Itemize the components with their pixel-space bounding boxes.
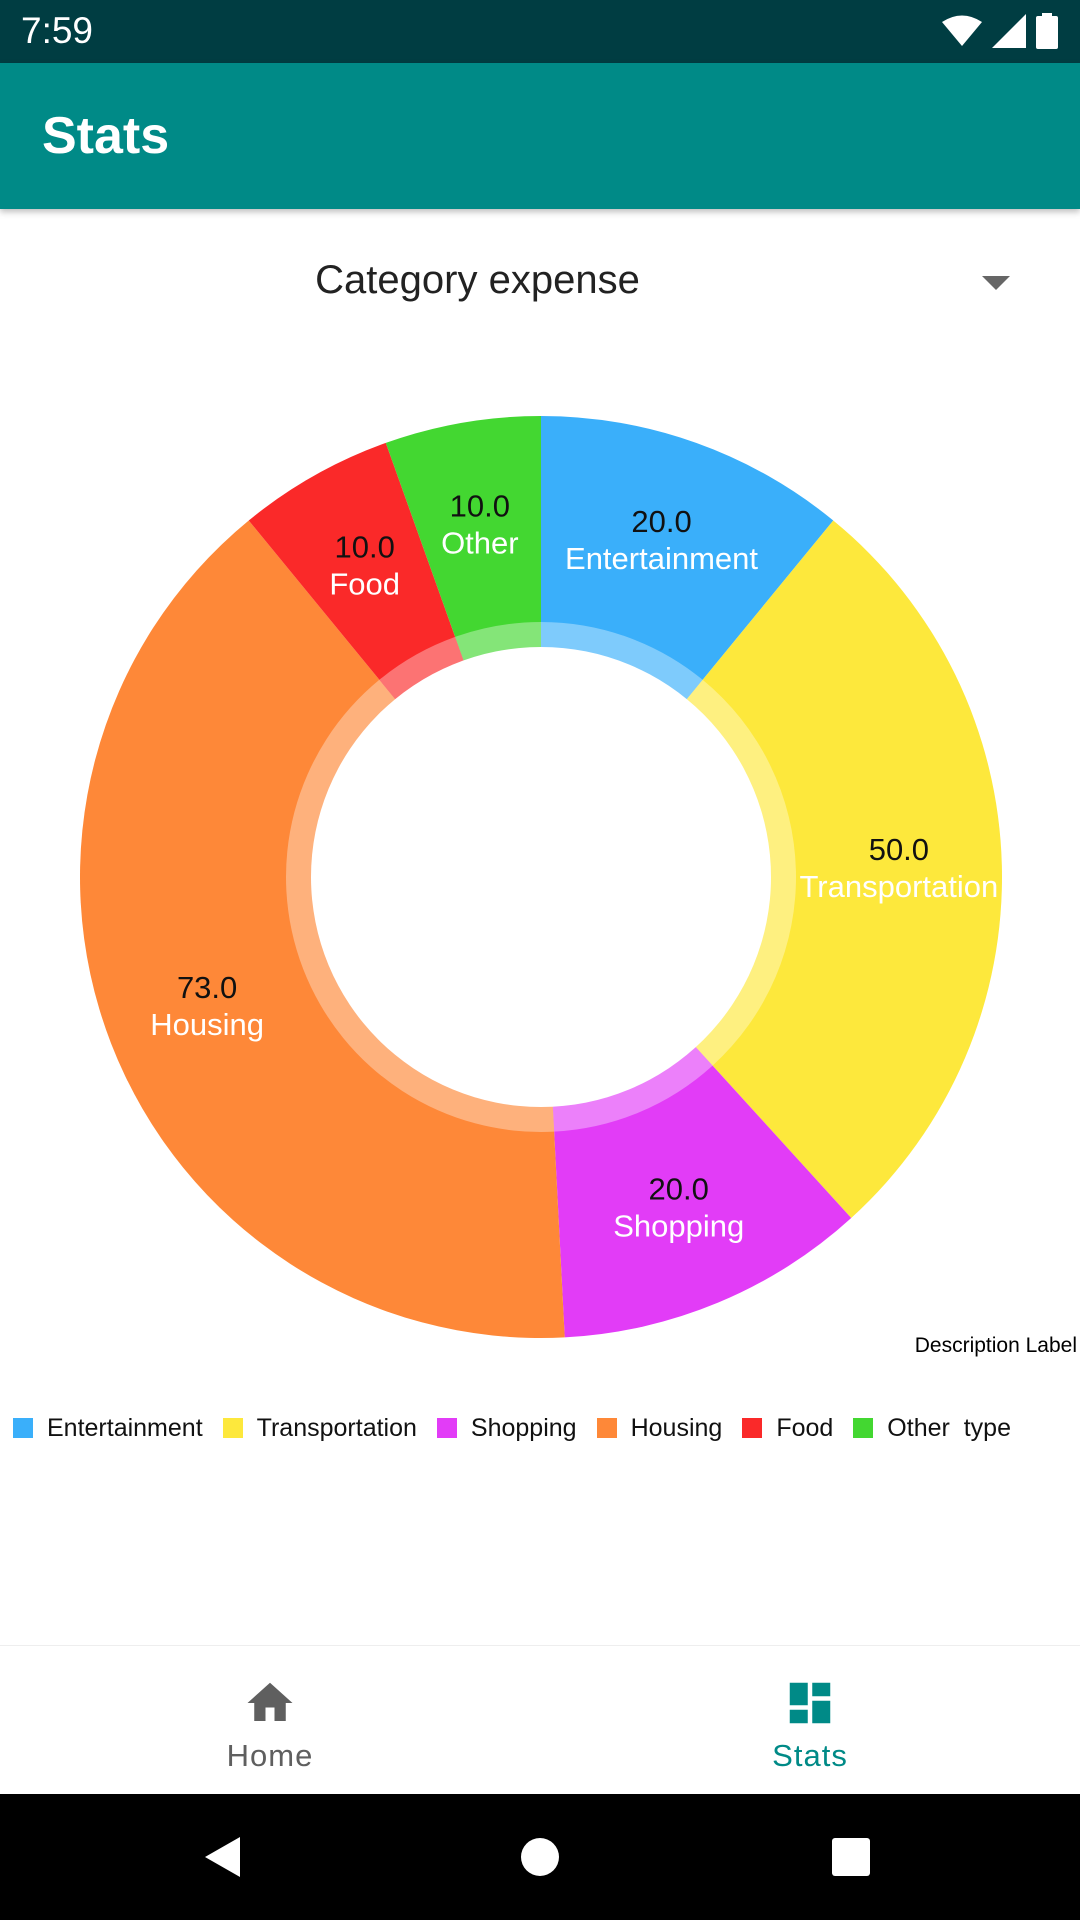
status-time: 7:59 bbox=[21, 10, 94, 51]
pie-slice-transportation[interactable] bbox=[541, 520, 1002, 1218]
recents-icon[interactable] bbox=[826, 1832, 876, 1882]
nav-home[interactable]: Home bbox=[0, 1646, 540, 1795]
legend-swatch bbox=[596, 1418, 617, 1438]
wifi-icon bbox=[942, 15, 982, 46]
legend-label: Housing bbox=[630, 1413, 723, 1442]
dashboard-icon bbox=[789, 1682, 831, 1724]
nav-stats[interactable]: Stats bbox=[540, 1646, 1080, 1795]
slice-category-label: Entertainment bbox=[565, 541, 758, 576]
legend-label: Entertainment bbox=[47, 1413, 203, 1442]
legend-label: Shopping bbox=[470, 1413, 577, 1442]
system-navigation-bar bbox=[0, 1794, 1080, 1920]
slice-category-label: Transportation bbox=[800, 869, 999, 904]
chart-description-label: Description Label bbox=[914, 1334, 1077, 1357]
page-title: Stats bbox=[42, 107, 170, 165]
legend-swatch bbox=[222, 1418, 243, 1438]
slice-category-label: Shopping bbox=[613, 1208, 744, 1243]
legend-item-housing: Housing bbox=[596, 1413, 723, 1443]
pie-chart-svg: 20.0Entertainment50.0Transportation20.0S… bbox=[80, 416, 1002, 1338]
slice-value-label: 10.0 bbox=[450, 488, 510, 523]
back-icon[interactable] bbox=[200, 1832, 250, 1882]
status-icons bbox=[942, 13, 1058, 49]
status-bar: 7:59 bbox=[0, 0, 1080, 63]
legend-item-entertainment: Entertainment bbox=[13, 1414, 203, 1443]
chart-type-dropdown[interactable]: Category expense bbox=[0, 240, 1080, 330]
legend-item-food: Food bbox=[742, 1414, 833, 1443]
slice-category-label: Other bbox=[441, 525, 519, 560]
dropdown-arrow-icon bbox=[982, 276, 1010, 290]
legend-label: Transportation bbox=[256, 1413, 417, 1442]
home-circle-icon[interactable] bbox=[515, 1832, 565, 1882]
slice-category-label: Food bbox=[329, 566, 400, 601]
app-bar: Stats bbox=[0, 63, 1080, 209]
slice-value-label: 20.0 bbox=[631, 504, 691, 539]
slice-category-label: Housing bbox=[150, 1007, 264, 1042]
slice-value-label: 50.0 bbox=[869, 832, 929, 867]
battery-icon bbox=[1036, 13, 1058, 49]
legend-item-shopping: Shopping bbox=[436, 1413, 577, 1443]
home-icon bbox=[247, 1682, 293, 1721]
legend-swatch bbox=[742, 1418, 763, 1438]
nav-home-label: Home bbox=[226, 1738, 314, 1773]
dropdown-selected-value: Category expense bbox=[315, 258, 640, 302]
bottom-navigation: Home Stats bbox=[0, 1645, 1080, 1794]
category-pie-chart[interactable]: 20.0 Entertainment 50.0 Transportation 20.0 S… bbox=[0, 400, 1080, 1360]
slice-value-label: 73.0 bbox=[177, 970, 237, 1005]
nav-stats-label: Stats bbox=[772, 1738, 848, 1773]
legend-item-transportation: Transportation bbox=[222, 1413, 417, 1443]
cell-signal-icon bbox=[992, 14, 1026, 48]
slice-value-label: 20.0 bbox=[649, 1171, 709, 1206]
legend-swatch bbox=[853, 1418, 874, 1438]
slice-value-label: 10.0 bbox=[334, 529, 394, 564]
legend-swatch bbox=[13, 1418, 33, 1438]
legend-label: Other type bbox=[887, 1413, 1011, 1442]
legend-swatch bbox=[436, 1418, 457, 1438]
legend-item-other-type: Other type bbox=[853, 1414, 1011, 1443]
legend-label: Food bbox=[776, 1413, 834, 1442]
chart-legend: Entertainment Transportation Shopping Housi… bbox=[13, 1408, 1031, 1448]
